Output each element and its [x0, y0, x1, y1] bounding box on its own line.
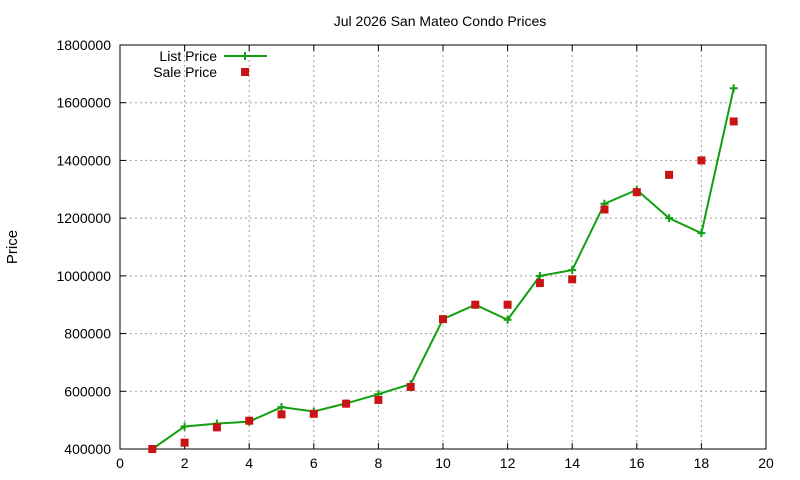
sale-price-point — [406, 382, 415, 391]
x-tick-label: 2 — [181, 455, 189, 471]
list-price-line — [151, 88, 735, 450]
sale-price-point — [471, 300, 480, 309]
y-tick-label: 1400000 — [56, 152, 111, 168]
sale-price-point — [568, 275, 577, 284]
list-price-point — [568, 266, 577, 275]
y-tick-label: 1000000 — [56, 268, 111, 284]
sale-price-point — [309, 409, 318, 418]
sale-price-point — [535, 279, 544, 288]
axis-ticks: 0 2 4 6 8 10 12 14 16 18 20 400000 600000 800000 10000… — [56, 37, 774, 471]
sale-price-point — [212, 423, 221, 432]
x-tick-label: 8 — [375, 455, 383, 471]
y-tick-label: 600000 — [64, 383, 111, 399]
legend-label-sale-price: Sale Price — [153, 64, 217, 80]
legend-marker-sale-price — [241, 68, 249, 76]
x-tick-label: 4 — [245, 455, 253, 471]
sale-price-point — [729, 117, 738, 126]
y-tick-label: 400000 — [64, 441, 111, 457]
legend-label-list-price: List Price — [159, 48, 217, 64]
y-tick-label: 1600000 — [56, 95, 111, 111]
x-tick-label: 10 — [435, 455, 451, 471]
sale-price-point — [180, 438, 189, 447]
list-price-point — [277, 403, 286, 412]
sale-price-point — [374, 395, 383, 404]
list-price-point — [665, 214, 674, 223]
y-tick-label: 800000 — [64, 326, 111, 342]
y-tick-label: 1800000 — [56, 37, 111, 53]
legend-marker-list-price — [241, 52, 249, 60]
grid — [120, 45, 766, 449]
list-price-point — [503, 315, 512, 324]
sale-price-point — [342, 399, 351, 408]
x-tick-label: 18 — [694, 455, 710, 471]
chart-title: Jul 2026 San Mateo Condo Prices — [334, 13, 546, 29]
sale-price-point — [148, 445, 157, 453]
sale-price-point — [632, 188, 641, 197]
y-axis-label: Price — [4, 230, 21, 264]
y-tick-label: 1200000 — [56, 210, 111, 226]
x-tick-label: 6 — [310, 455, 318, 471]
list-price-point — [729, 84, 738, 93]
x-tick-label: 14 — [564, 455, 580, 471]
list-price-point — [697, 229, 706, 238]
x-tick-label: 16 — [629, 455, 645, 471]
sale-price-point — [245, 416, 254, 425]
sale-price-point — [600, 205, 609, 214]
list-price-point — [180, 422, 189, 431]
plot-frame — [119, 44, 767, 450]
sale-price-point — [277, 410, 286, 419]
sale-price-point — [439, 315, 447, 324]
series — [148, 84, 738, 453]
list-price-point — [535, 271, 544, 280]
sale-price-point — [697, 156, 706, 165]
sale-price-point — [503, 300, 512, 309]
x-tick-label: 0 — [116, 455, 124, 471]
sale-price-point — [665, 170, 674, 179]
x-tick-label: 12 — [500, 455, 516, 471]
x-tick-label: 20 — [758, 455, 774, 471]
